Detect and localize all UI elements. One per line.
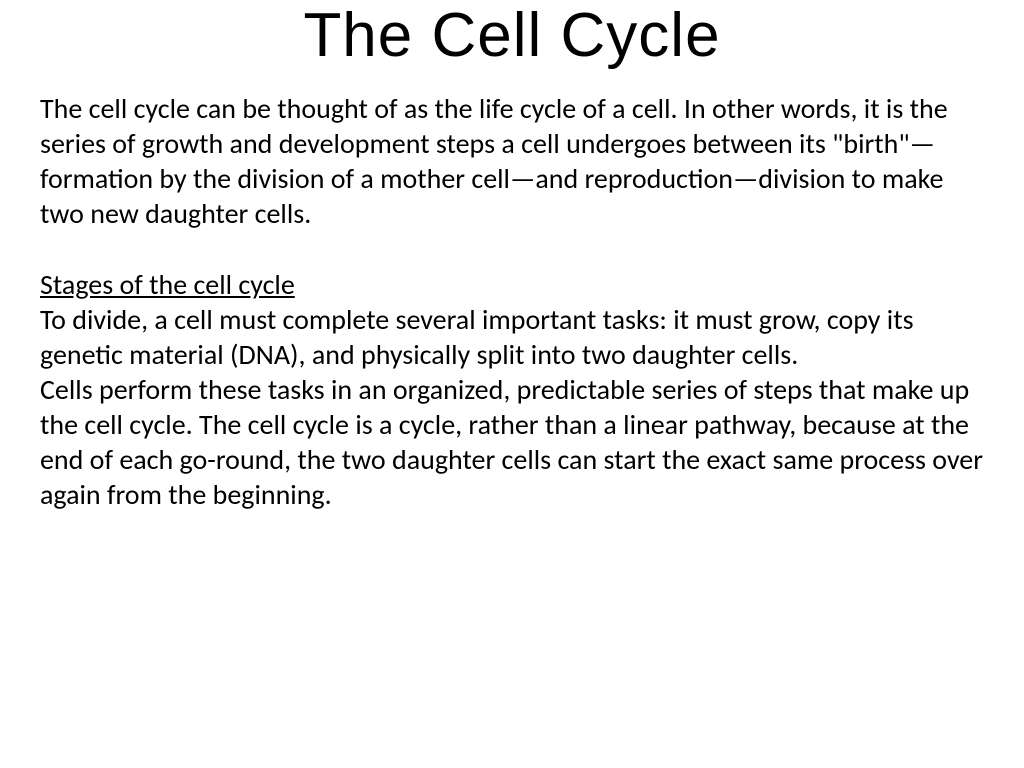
body-paragraph-2: Cells perform these tasks in an organize…	[40, 372, 984, 512]
stages-section: Stages of the cell cycle To divide, a ce…	[40, 267, 984, 512]
body-paragraph-1: To divide, a cell must complete several …	[40, 302, 984, 372]
section-subheading: Stages of the cell cycle	[40, 267, 984, 302]
slide-container: The Cell Cycle The cell cycle can be tho…	[0, 0, 1024, 768]
page-title: The Cell Cycle	[40, 0, 984, 71]
intro-paragraph: The cell cycle can be thought of as the …	[40, 91, 984, 231]
